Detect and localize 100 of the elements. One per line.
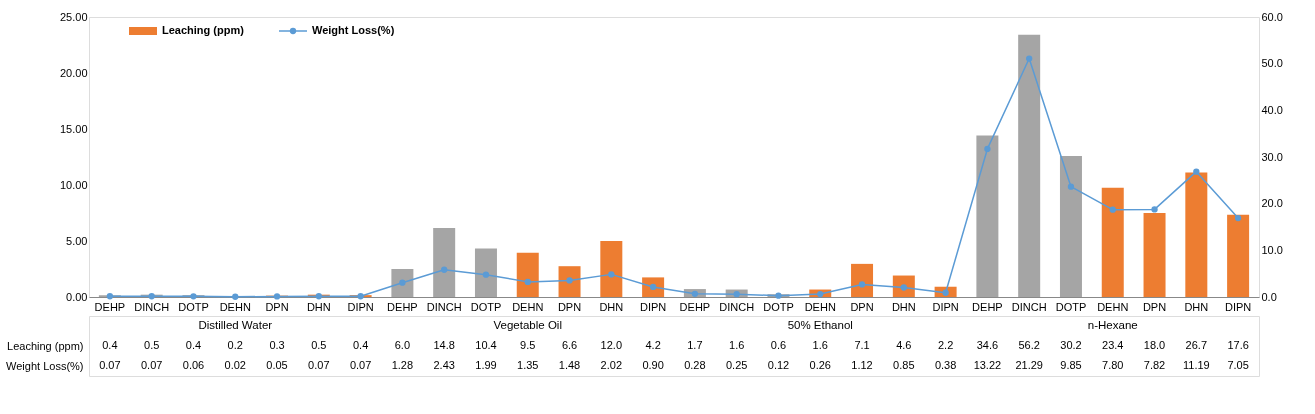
y2-tick-label: 30.0 xyxy=(1261,150,1283,163)
x-tick-label: DOTP xyxy=(1055,300,1087,313)
data-label: 0.5 xyxy=(144,339,160,351)
data-label: 1.6 xyxy=(729,339,745,351)
x-tick-label: DINCH xyxy=(1011,300,1047,313)
data-label: 1.48 xyxy=(558,359,581,371)
text: Weight Loss(%) xyxy=(6,359,84,372)
legend-label: Weight Loss(%) xyxy=(312,24,395,36)
x-tick-label: DHN xyxy=(306,300,331,313)
y2-tick-label: 60.0 xyxy=(1261,10,1283,23)
x-tick-label: DPN xyxy=(557,300,582,313)
data-label: 0.28 xyxy=(684,359,706,371)
data-label: 0.07 xyxy=(308,359,330,371)
x-tick-label: DEHN xyxy=(1097,300,1129,313)
x-tick-label: DHN xyxy=(599,300,624,313)
y-tick-label: 25.00 xyxy=(59,10,88,23)
text: Leaching (ppm) xyxy=(7,339,84,352)
data-label: 0.06 xyxy=(182,359,205,371)
data-label: 7.05 xyxy=(1227,359,1249,371)
data-label: 2.43 xyxy=(433,359,455,371)
y-tick-label: 15.00 xyxy=(59,122,88,135)
y2-tick-label: 50.0 xyxy=(1261,57,1283,70)
data-label: 17.6 xyxy=(1227,339,1249,351)
data-label: 12.0 xyxy=(600,339,623,351)
data-label: 6.6 xyxy=(561,339,578,351)
data-label: 0.07 xyxy=(99,359,121,371)
data-label: 6.0 xyxy=(394,339,411,351)
data-label: 0.05 xyxy=(266,359,288,371)
x-tick-label: DIPN xyxy=(639,300,667,313)
data-label: 0.5 xyxy=(311,339,327,351)
data-label: 9.5 xyxy=(520,339,536,351)
x-tick-label: DEHP xyxy=(94,300,126,313)
text: Vegetable Oil xyxy=(493,319,562,331)
y2-tick-label: 20.0 xyxy=(1261,197,1283,210)
data-label: 0.4 xyxy=(185,339,202,351)
x-tick-label: DPN xyxy=(265,300,289,313)
data-label: 1.12 xyxy=(851,359,873,371)
data-label: 9.85 xyxy=(1060,359,1082,371)
data-label: 0.6 xyxy=(770,339,787,351)
data-label: 21.29 xyxy=(1015,359,1043,371)
x-tick-label: DEHN xyxy=(219,300,251,313)
text: 50% Ethanol xyxy=(787,319,853,331)
y2-tick-label: 40.0 xyxy=(1261,103,1283,116)
data-label: 0.07 xyxy=(349,359,372,371)
x-tick-label: DIPN xyxy=(932,300,959,313)
data-label: 1.6 xyxy=(812,339,828,351)
data-label: 4.2 xyxy=(645,339,661,351)
data-label: 1.7 xyxy=(687,339,703,351)
x-tick-label: DEHP xyxy=(387,300,418,313)
text: Distilled Water xyxy=(198,319,273,331)
x-tick-label: DOTP xyxy=(763,300,794,313)
x-tick-label: DIPN xyxy=(1224,300,1252,313)
data-label: 1.35 xyxy=(517,359,539,371)
data-label: 7.82 xyxy=(1143,359,1166,371)
data-label: 11.19 xyxy=(1182,359,1210,371)
data-label: 7.1 xyxy=(854,339,870,351)
data-label: 0.07 xyxy=(140,359,163,371)
data-label: 4.6 xyxy=(896,339,912,351)
data-label: 1.28 xyxy=(391,359,414,371)
x-tick-label: DEHP xyxy=(679,300,711,313)
data-label: 1.99 xyxy=(475,359,497,371)
data-label: 0.90 xyxy=(642,359,664,371)
x-tick-label: DOTP xyxy=(178,300,209,313)
x-tick-label: DINCH xyxy=(134,300,170,313)
data-label: 0.85 xyxy=(893,359,915,371)
x-tick-label: DPN xyxy=(1142,300,1167,313)
x-tick-label: DEHN xyxy=(512,300,544,313)
y2-tick-label: 0.0 xyxy=(1261,290,1277,303)
x-tick-label: DINCH xyxy=(719,300,755,313)
data-label: 34.6 xyxy=(976,339,999,351)
data-label: 0.25 xyxy=(725,359,748,371)
y-tick-label: 10.00 xyxy=(59,178,88,191)
y-tick-label: 5.00 xyxy=(66,234,88,247)
data-label: 7.80 xyxy=(1102,359,1124,371)
data-label: 0.4 xyxy=(352,339,369,351)
x-tick-label: DINCH xyxy=(426,300,462,313)
data-label: 10.4 xyxy=(475,339,497,351)
data-label: 0.2 xyxy=(227,339,243,351)
data-label: 23.4 xyxy=(1102,339,1124,351)
data-label: 0.4 xyxy=(102,339,118,351)
data-label: 0.3 xyxy=(269,339,285,351)
data-label: 13.22 xyxy=(973,359,1002,371)
x-tick-label: DHN xyxy=(1184,300,1209,313)
data-label: 0.38 xyxy=(934,359,957,371)
data-label: 0.26 xyxy=(809,359,831,371)
x-tick-label: DOTP xyxy=(470,300,502,313)
data-label: 0.12 xyxy=(767,359,790,371)
y-tick-label: 20.00 xyxy=(59,66,88,79)
y2-tick-label: 10.0 xyxy=(1261,243,1283,256)
data-label: 2.02 xyxy=(600,359,623,371)
data-label: 2.2 xyxy=(937,339,954,351)
data-label: 0.02 xyxy=(224,359,246,371)
data-label: 18.0 xyxy=(1143,339,1166,351)
data-label: 26.7 xyxy=(1185,339,1208,351)
y-tick-label: 0.00 xyxy=(66,290,88,303)
data-label: 56.2 xyxy=(1018,339,1040,351)
x-tick-label: DIPN xyxy=(347,300,374,313)
legend-label: Leaching (ppm) xyxy=(162,24,245,36)
x-tick-label: DEHN xyxy=(804,300,836,313)
data-label: 30.2 xyxy=(1060,339,1082,351)
